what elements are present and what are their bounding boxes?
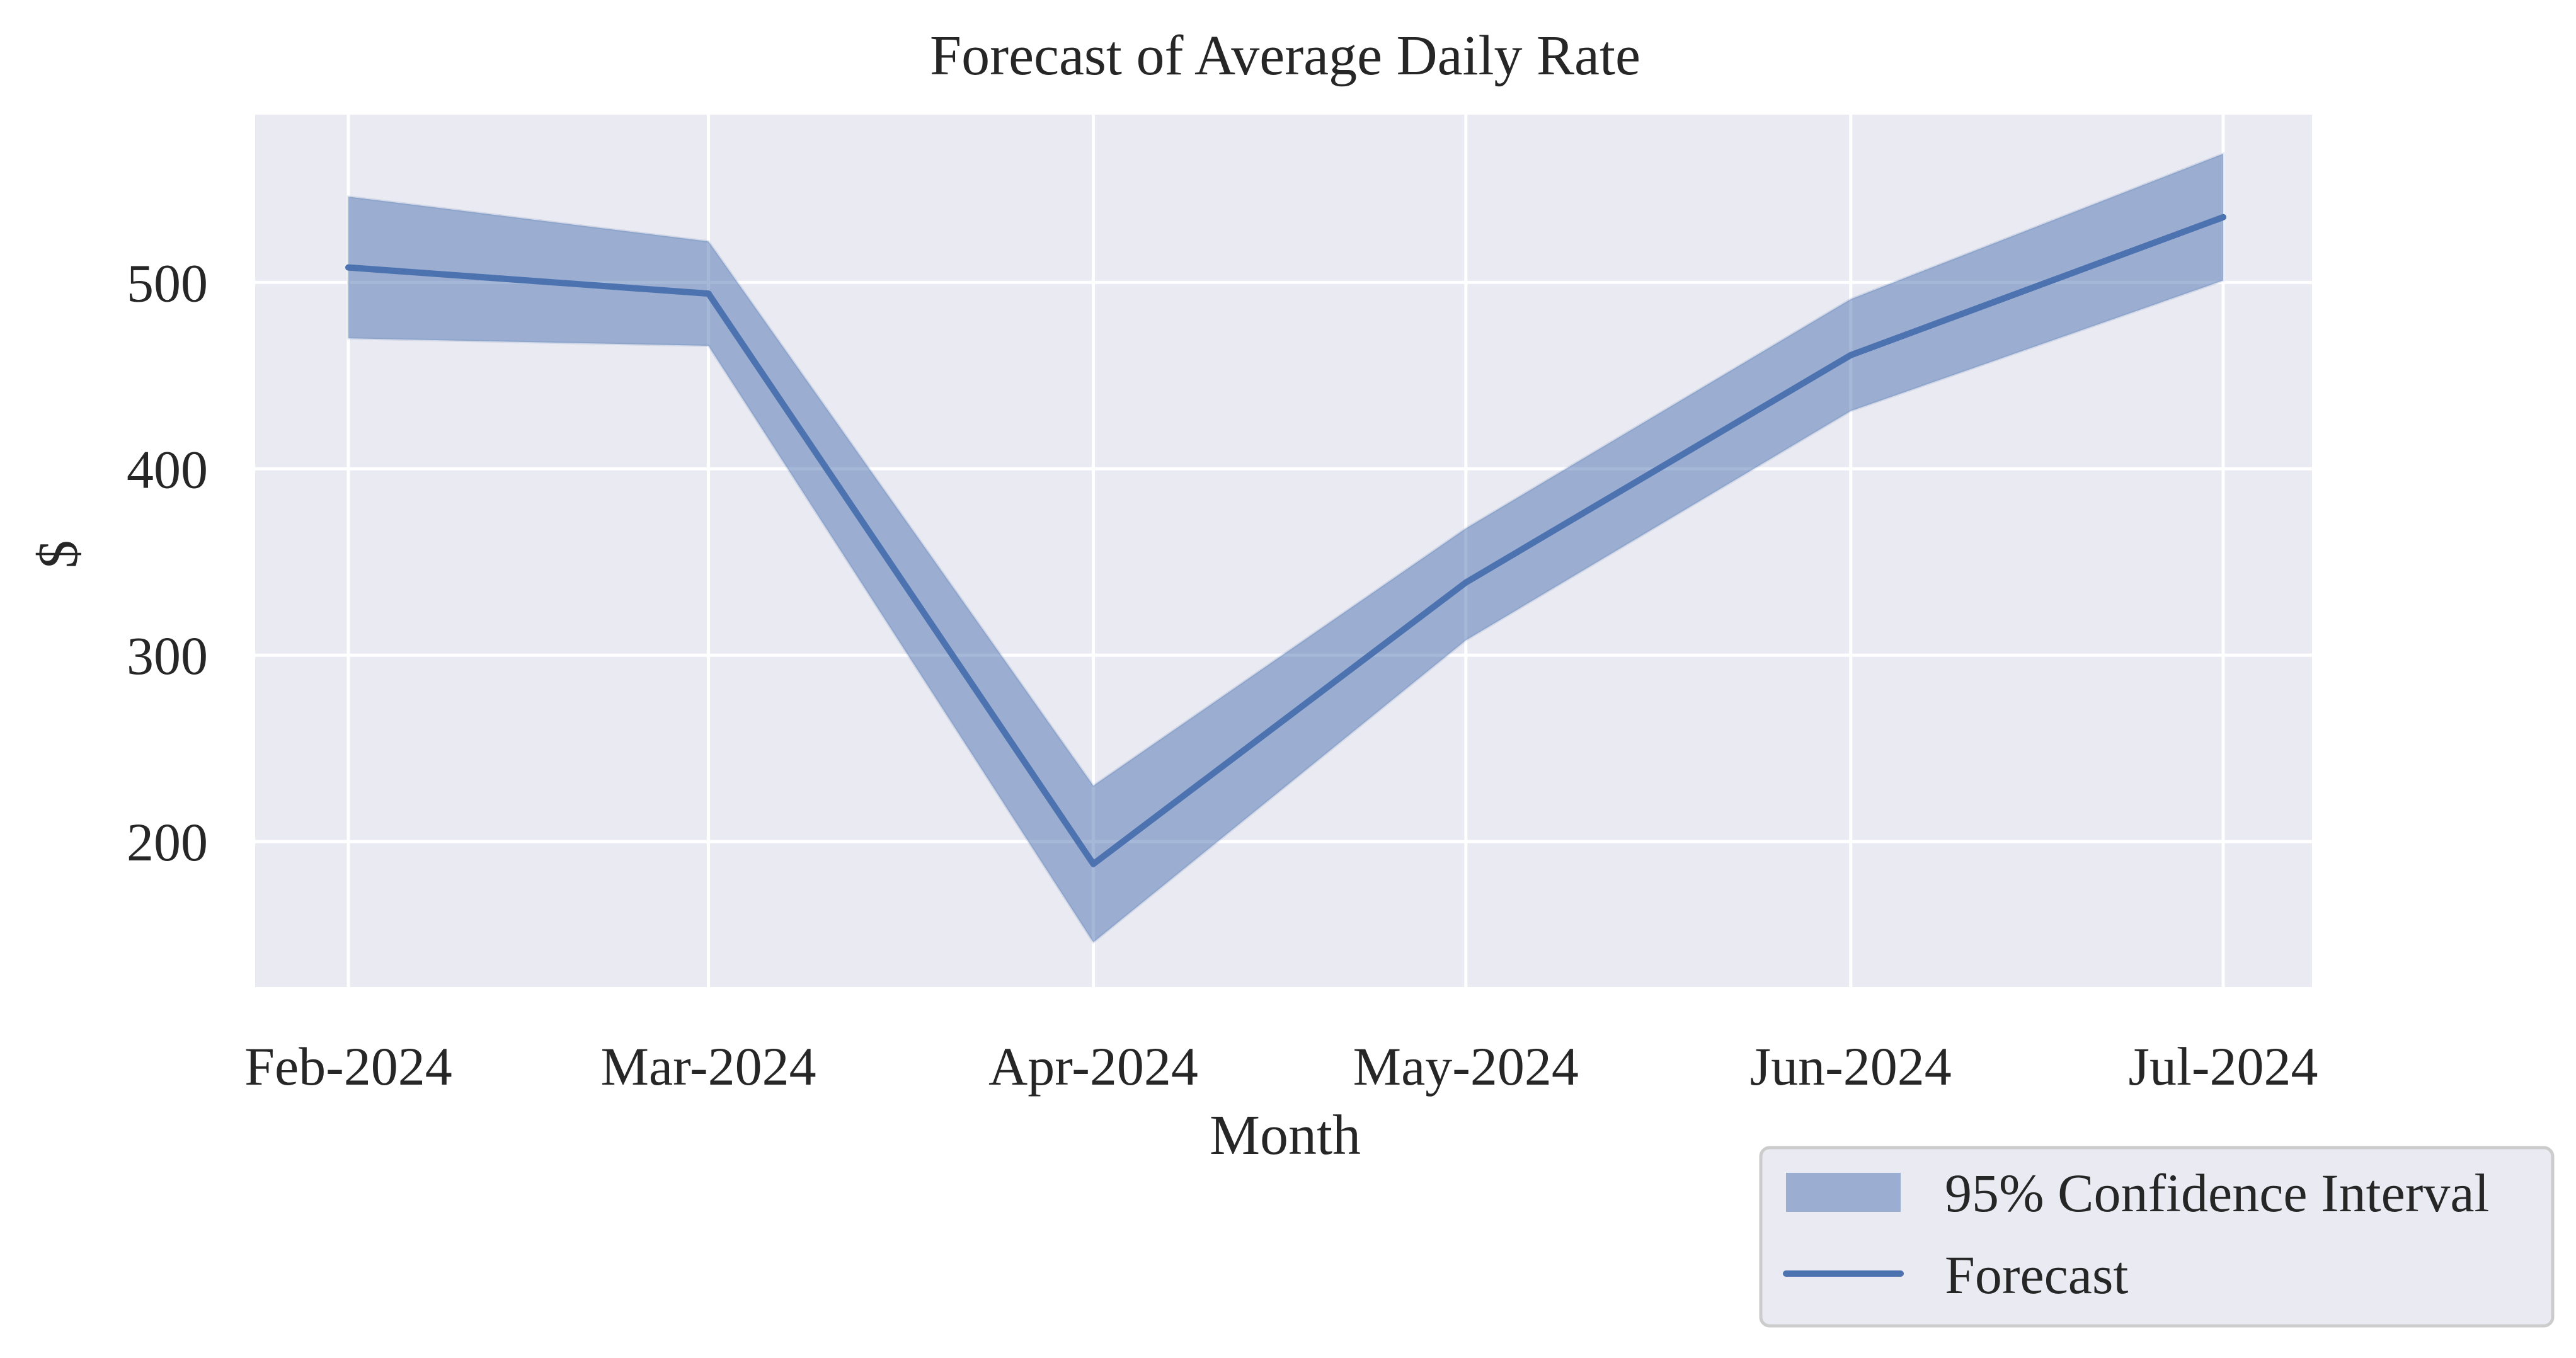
forecast-point [708,293,709,294]
x-axis-label: Month [1210,1104,1361,1167]
y-tick-label: 500 [127,253,208,313]
legend-band-label: 95% Confidence Interval [1945,1163,2489,1223]
forecast-point [348,267,349,268]
x-tick-label: Jul-2024 [2129,1036,2318,1097]
y-tick-label: 300 [127,625,208,686]
legend-frame [1759,1146,2555,1328]
forecast-point [1465,582,1467,583]
y-tick-labels: 200 300 400 500 [127,253,208,872]
legend-band-swatch [1786,1173,1901,1212]
y-tick-label: 400 [127,439,208,499]
y-axis-label: $ [27,540,89,569]
forecast-line-layer [345,214,2226,867]
chart-title: Forecast of Average Daily Rate [930,25,1640,87]
legend: 95% Confidence Interval Forecast [1759,1146,2555,1328]
y-tick-label: 200 [127,812,208,872]
x-tick-label: May-2024 [1353,1036,1579,1097]
forecast-point [2223,217,2224,218]
x-tick-label: Feb-2024 [244,1036,452,1097]
forecast-point [1093,864,1094,865]
x-tick-label: Apr-2024 [988,1036,1198,1097]
legend-forecast-label: Forecast [1945,1245,2128,1305]
forecast-line [345,214,2226,867]
x-tick-label: Mar-2024 [600,1036,816,1097]
x-tick-labels: Feb-2024 Mar-2024 Apr-2024 May-2024 Jun-2024… [244,1036,2318,1097]
forecast-point [1850,355,1852,356]
confidence-band [347,152,2224,944]
x-tick-label: Jun-2024 [1750,1036,1952,1097]
confidence-band-layer [347,152,2224,944]
